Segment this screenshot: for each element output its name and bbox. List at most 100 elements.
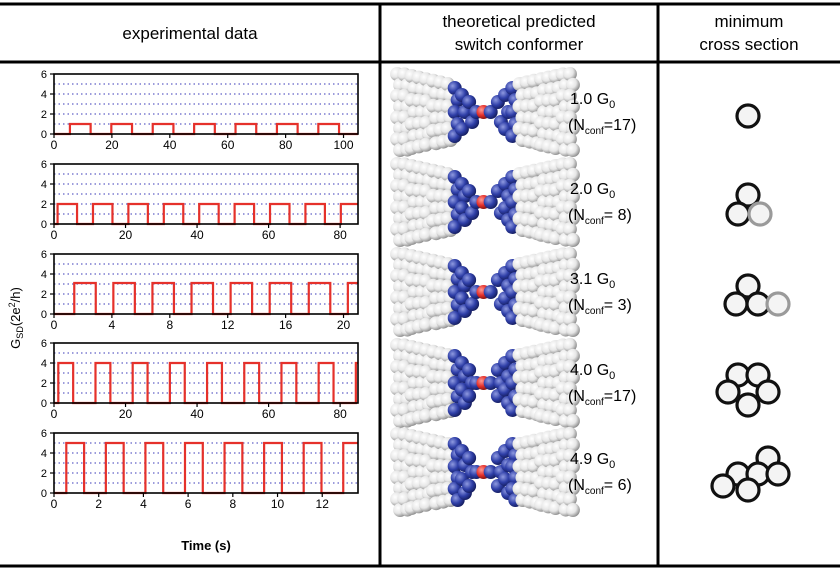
conformer-5 [390, 427, 580, 517]
cross-section-4 [715, 362, 781, 418]
atom [462, 184, 477, 198]
x-tick-label: 20 [119, 407, 133, 421]
x-tick-label: 16 [279, 318, 293, 332]
atom [565, 257, 580, 272]
atom [483, 285, 498, 299]
x-tick-label: 60 [262, 407, 276, 421]
header-theoretical-line1: theoretical predicted [442, 12, 595, 31]
y-tick-label: 4 [41, 448, 47, 460]
atom [562, 448, 577, 463]
atom [565, 143, 580, 157]
x-tick-label: 60 [221, 138, 235, 152]
atom [562, 359, 577, 374]
atom [562, 178, 577, 193]
cross-section-1 [735, 103, 761, 129]
y-tick-label: 6 [41, 159, 47, 171]
atom [462, 273, 477, 287]
atom-circle [765, 461, 791, 487]
x-tick-label: 0 [51, 318, 58, 332]
x-tick-label: 0 [51, 228, 58, 242]
data-trace [54, 281, 358, 316]
y-tick-label: 2 [41, 289, 47, 301]
data-trace [54, 361, 358, 405]
x-tick-label: 4 [140, 497, 147, 511]
x-tick-label: 8 [166, 318, 173, 332]
atom [562, 132, 577, 147]
atom [483, 195, 498, 209]
cross-section-2 [725, 182, 773, 227]
atom [565, 301, 580, 316]
y-tick-label: 4 [41, 89, 47, 101]
atom [483, 105, 498, 119]
cross-sections-group [710, 103, 791, 503]
conductance-value: 2.0 G0 [570, 181, 615, 201]
atom [462, 363, 477, 377]
atom [505, 403, 520, 417]
conformers-group [390, 67, 580, 517]
x-tick-label: 40 [190, 228, 204, 242]
atom [447, 403, 462, 417]
gray-atom-circle [765, 291, 791, 317]
atom [565, 279, 580, 294]
y-tick-label: 4 [41, 179, 47, 191]
y-tick-label: 0 [41, 398, 47, 410]
x-tick-label: 10 [271, 497, 285, 511]
chart-panel-5: 0 2 4 6 0 2 4 6 8 10 12 [41, 428, 359, 511]
atom-circle [755, 379, 781, 405]
conformer-count: (Nconf=17) [568, 388, 636, 408]
x-tick-label: 20 [119, 228, 133, 242]
atom [562, 381, 577, 396]
y-tick-label: 2 [41, 378, 47, 390]
conformer-2 [390, 157, 580, 247]
atom-circle [710, 473, 736, 499]
plot-frame [53, 73, 359, 135]
atom-circle [723, 291, 749, 317]
data-trace [54, 441, 358, 495]
y-tick-label: 6 [41, 338, 47, 350]
atom [562, 247, 577, 261]
x-tick-label: 80 [333, 407, 347, 421]
atom-circle [735, 103, 761, 129]
atom [565, 437, 580, 452]
atom [565, 189, 580, 204]
y-tick-label: 2 [41, 468, 47, 480]
atom [565, 121, 580, 136]
y-tick-label: 2 [41, 109, 47, 121]
atom-circle [735, 182, 761, 208]
y-tick-label: 6 [41, 69, 47, 81]
plot-frame [53, 432, 359, 494]
atom [565, 459, 580, 474]
atom [562, 338, 577, 352]
x-axis-label: Time (s) [181, 538, 231, 553]
header-experimental-data: experimental data [122, 24, 258, 43]
atom [462, 479, 477, 493]
y-tick-label: 4 [41, 269, 47, 281]
x-tick-label: 0 [51, 407, 58, 421]
cross-section-3 [723, 273, 791, 317]
plot-frame [53, 253, 359, 315]
atom [565, 233, 580, 247]
conformer-count: (Nconf=17) [568, 117, 636, 137]
x-tick-label: 60 [262, 228, 276, 242]
atom [465, 206, 480, 220]
atom [447, 105, 462, 119]
x-tick-label: 2 [95, 497, 102, 511]
x-tick-label: 80 [333, 228, 347, 242]
atom [562, 427, 577, 441]
conductance-value: 3.1 G0 [570, 271, 615, 291]
conformer-1 [390, 67, 580, 157]
atom [565, 167, 580, 182]
atom [565, 370, 580, 385]
y-tick-label: 0 [41, 309, 47, 321]
chart-panel-3: 0 2 4 6 0 4 8 12 16 20 [41, 249, 359, 332]
header-minimum-line2: cross section [699, 35, 798, 54]
atom [565, 503, 580, 517]
x-tick-label: 0 [51, 138, 58, 152]
atom [565, 392, 580, 407]
y-axis-label: GSD(2e2/h) [7, 287, 25, 349]
conductance-labels-group: 1.0 G0 (Nconf=17) 2.0 G0 (Nconf= 8) 3.1 G0 (N… [568, 91, 636, 497]
atom [462, 451, 477, 465]
